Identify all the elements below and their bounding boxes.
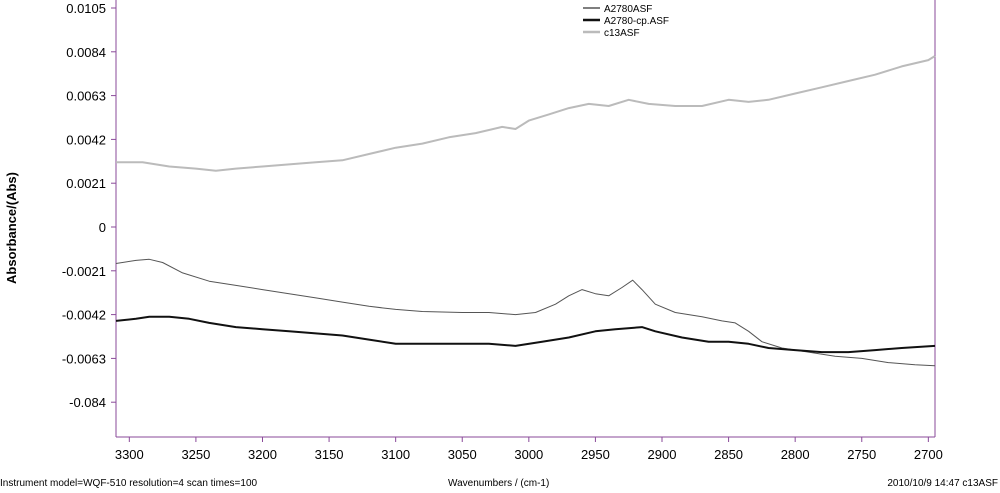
legend-entry: A2780ASF (604, 4, 652, 15)
x-tick-label: 3050 (448, 447, 477, 462)
series-layer (115, 55, 936, 367)
y-tick-label: -0.0042 (62, 308, 106, 323)
x-tick-label: 3100 (381, 447, 410, 462)
series-line-0 (115, 258, 936, 367)
y-axis-ticks: 0.0105 0.0084 0.0063 0.0042 0.0021 0 -0.0021 -0… (62, 1, 116, 410)
y-axis-label: Absorbance/(Abs) (4, 172, 19, 284)
x-axis-ticks: 3300 3250 3200 3150 3100 3050 3000 2950 2900 2850… (115, 437, 943, 462)
y-tick-label: -0.084 (69, 395, 106, 410)
timestamp-info: 2010/10/9 14:47 c13ASF (887, 478, 998, 489)
instrument-info: Instrument model=WQF-510 resolution=4 sc… (0, 478, 258, 489)
x-tick-label: 2750 (847, 447, 876, 462)
x-tick-label: 3000 (514, 447, 543, 462)
x-tick-label: 2950 (581, 447, 610, 462)
x-tick-label: 2800 (781, 447, 810, 462)
y-tick-label: -0.0021 (62, 264, 106, 279)
x-tick-label: 2700 (914, 447, 943, 462)
x-tick-label: 3150 (315, 447, 344, 462)
y-tick-label: 0.0042 (66, 132, 106, 147)
y-tick-label: 0 (99, 220, 106, 235)
legend-entry: A2780-cp.ASF (604, 16, 669, 27)
x-tick-label: 3250 (181, 447, 210, 462)
x-axis-label: Wavenumbers / (cm-1) (448, 478, 550, 489)
x-tick-label: 3300 (115, 447, 144, 462)
x-tick-label: 3200 (248, 447, 277, 462)
series-line-1 (115, 315, 936, 354)
x-tick-label: 2900 (648, 447, 677, 462)
series-line-2 (116, 55, 936, 172)
x-tick-label: 2850 (714, 447, 743, 462)
y-tick-label: 0.0105 (66, 1, 106, 16)
legend-entry: c13ASF (604, 28, 640, 39)
y-tick-label: 0.0063 (66, 89, 106, 104)
y-tick-label: 0.0084 (66, 45, 106, 60)
y-tick-label: 0.0021 (66, 176, 106, 191)
y-tick-label: -0.0063 (62, 351, 106, 366)
